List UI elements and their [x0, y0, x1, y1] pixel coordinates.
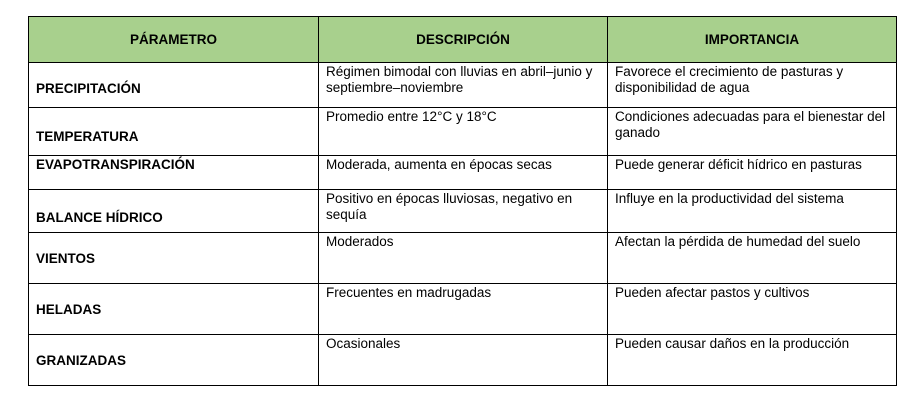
importance-cell: Condiciones adecuadas para el bienestar …	[607, 107, 897, 156]
header-description: DESCRIPCIÓN	[318, 16, 608, 63]
importance-cell: Favorece el crecimiento de pasturas y di…	[607, 62, 897, 108]
header-row: PÁRAMETRO DESCRIPCIÓN IMPORTANCIA	[28, 16, 897, 63]
table-row: VIENTOS Moderados Afectan la pérdida de …	[28, 232, 897, 284]
description-cell: Positivo en épocas lluviosas, negativo e…	[318, 189, 608, 233]
importance-cell: Influye en la productividad del sistema	[607, 189, 897, 233]
importance-cell: Pueden causar daños en la producción	[607, 334, 897, 386]
description-cell: Ocasionales	[318, 334, 608, 386]
parameter-cell: VIENTOS	[28, 232, 319, 284]
importance-cell: Pueden afectar pastos y cultivos	[607, 283, 897, 335]
description-cell: Moderada, aumenta en épocas secas	[318, 155, 608, 190]
importance-cell: Puede generar déficit hídrico en pastura…	[607, 155, 897, 190]
description-cell: Frecuentes en madrugadas	[318, 283, 608, 335]
table-row: EVAPOTRANSPIRACIÓN Moderada, aumenta en …	[28, 155, 897, 190]
description-cell: Régimen bimodal con lluvias en abril–jun…	[318, 62, 608, 108]
parameter-cell: HELADAS	[28, 283, 319, 335]
table-row: TEMPERATURA Promedio entre 12°C y 18°C C…	[28, 107, 897, 156]
description-cell: Promedio entre 12°C y 18°C	[318, 107, 608, 156]
importance-cell: Afectan la pérdida de humedad del suelo	[607, 232, 897, 284]
description-cell: Moderados	[318, 232, 608, 284]
header-parameter: PÁRAMETRO	[28, 16, 319, 63]
parameter-cell: GRANIZADAS	[28, 334, 319, 386]
parameter-cell: BALANCE HÍDRICO	[28, 189, 319, 233]
table-row: PRECIPITACIÓN Régimen bimodal con lluvia…	[28, 62, 897, 108]
parameter-cell: PRECIPITACIÓN	[28, 62, 319, 108]
parameter-cell: EVAPOTRANSPIRACIÓN	[28, 155, 319, 190]
parameter-cell: TEMPERATURA	[28, 107, 319, 156]
table-row: HELADAS Frecuentes en madrugadas Pueden …	[28, 283, 897, 335]
climate-parameters-table: PÁRAMETRO DESCRIPCIÓN IMPORTANCIA PRECIP…	[28, 16, 897, 386]
table-row: BALANCE HÍDRICO Positivo en épocas lluvi…	[28, 189, 897, 233]
table-row: GRANIZADAS Ocasionales Pueden causar dañ…	[28, 334, 897, 386]
header-importance: IMPORTANCIA	[607, 16, 897, 63]
